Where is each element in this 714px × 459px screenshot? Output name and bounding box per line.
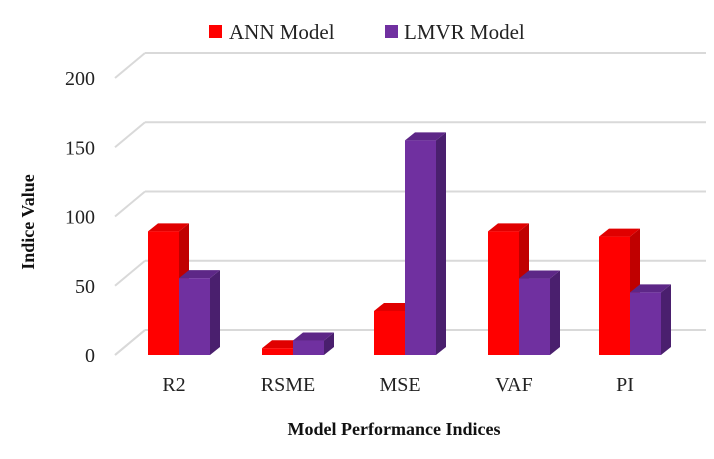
bars	[148, 132, 671, 355]
bar-front	[374, 310, 405, 355]
y-axis-ticks: 0 50 100 150 200	[65, 68, 95, 367]
bar-side	[210, 270, 220, 355]
gridline-side	[114, 190, 146, 218]
bar-rsme-lmvr	[293, 332, 334, 355]
bar-front	[519, 278, 550, 355]
bar-top	[488, 223, 529, 232]
gridline-side	[114, 52, 146, 79]
bar-top	[519, 270, 560, 279]
bar-front	[405, 140, 436, 355]
x-axis-categories: R2 RSME MSE VAF PI	[162, 374, 634, 396]
legend-swatch-lmvr	[385, 25, 398, 38]
legend-label-ann: ANN Model	[229, 20, 335, 44]
y-tick-label: 50	[75, 276, 95, 298]
bar-top	[179, 270, 220, 279]
x-category-label: MSE	[379, 374, 420, 396]
y-tick-label: 150	[65, 137, 95, 159]
bar-mse-lmvr	[405, 132, 446, 355]
y-tick-label: 0	[85, 345, 95, 367]
legend-label-lmvr: LMVR Model	[404, 20, 525, 44]
y-tick-label: 200	[65, 68, 95, 90]
bar-vaf-lmvr	[519, 270, 560, 355]
bar-side	[324, 332, 334, 355]
bar-front	[599, 236, 630, 355]
bar-top	[599, 228, 640, 237]
bar-top	[148, 223, 189, 232]
legend-swatch-ann	[209, 25, 222, 38]
bar-top	[630, 284, 671, 293]
y-axis-title: Indice Value	[18, 174, 38, 270]
bar-side	[550, 270, 560, 355]
bar-front	[148, 231, 179, 355]
y-tick-label: 100	[65, 207, 95, 229]
bar-front	[262, 348, 293, 355]
bar-side	[436, 132, 446, 355]
gridline-side	[114, 259, 146, 287]
x-category-label: PI	[616, 374, 634, 396]
x-axis-title: Model Performance Indices	[288, 419, 501, 439]
gridline-side	[114, 121, 146, 149]
bar-r2-lmvr	[179, 270, 220, 355]
bar-front	[488, 231, 519, 355]
bar-top	[262, 340, 303, 349]
bar-pi-lmvr	[630, 284, 671, 355]
bar-front	[179, 278, 210, 355]
bar-front	[293, 340, 324, 355]
legend: ANN Model LMVR Model	[209, 20, 525, 44]
bar-vaf-ann	[488, 223, 529, 355]
x-category-label: RSME	[261, 374, 315, 396]
bar-top	[293, 332, 334, 341]
x-category-label: VAF	[495, 374, 532, 396]
x-category-label: R2	[162, 374, 185, 396]
floor-edge	[114, 329, 146, 356]
bar-side	[661, 284, 671, 355]
bar-top	[405, 132, 446, 141]
bar-front	[630, 292, 661, 355]
bar-top	[374, 302, 415, 311]
